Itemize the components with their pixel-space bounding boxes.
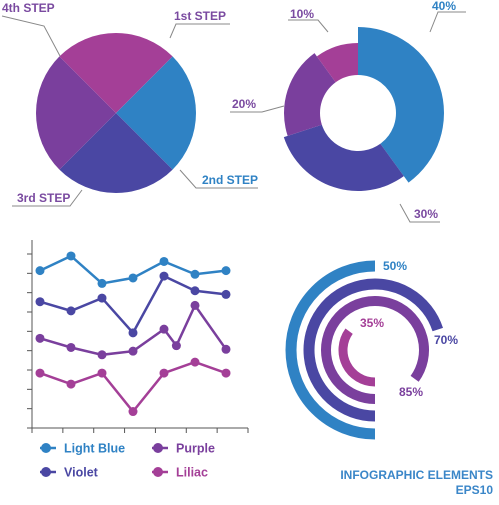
- series-purple: [35, 300, 231, 360]
- donut-label-40: 40%: [432, 0, 456, 13]
- percent-donut-chart: 40% 30% 20% 10%: [230, 0, 466, 223]
- legend-item-light-blue: Light Blue: [40, 442, 125, 456]
- radial-bar-70: [303, 278, 443, 422]
- pie-slice-1st-step: [116, 56, 197, 170]
- pie-label-1st-step: 1st STEP: [174, 9, 226, 23]
- data-point: [159, 368, 169, 378]
- legend-item-liliac: Liliac: [152, 466, 208, 480]
- legend-label-purple: Purple: [176, 442, 215, 456]
- donut-segment-10: [316, 43, 358, 83]
- donut-segment-30: [283, 124, 404, 192]
- series-liliac: [35, 357, 231, 417]
- legend-label-violet: Violet: [64, 466, 99, 480]
- leader-line-3rd-step: [12, 189, 83, 207]
- footer-title: INFOGRAPHIC ELEMENTS: [340, 468, 493, 482]
- radial-bar-35: [338, 328, 376, 387]
- donut-label-20: 20%: [232, 97, 256, 111]
- leader-line-40: [429, 11, 466, 33]
- radial-label-85: 85%: [399, 385, 423, 399]
- radial-label-50: 50%: [383, 259, 407, 273]
- legend-label-light-blue: Light Blue: [64, 442, 125, 456]
- series-line-purple: [39, 302, 228, 357]
- data-point: [171, 341, 181, 351]
- radial-bar-85: [321, 296, 429, 404]
- data-point: [97, 293, 107, 303]
- footer-subtitle: EPS10: [455, 483, 493, 497]
- pie-slice-3rd-step: [36, 56, 117, 170]
- donut-segment-20: [284, 53, 336, 136]
- data-point: [66, 379, 76, 389]
- donut-label-30: 30%: [414, 207, 438, 221]
- donut-label-10: 10%: [290, 7, 314, 21]
- pie-slice-4th-step: [59, 33, 173, 113]
- pie-label-3rd-step: 3rd STEP: [17, 191, 70, 205]
- data-point: [97, 278, 107, 288]
- radial-label-70: 70%: [434, 333, 458, 347]
- data-point: [190, 357, 200, 367]
- data-point: [190, 286, 200, 296]
- data-point: [221, 266, 231, 276]
- legend-swatch-dot: [153, 467, 163, 477]
- leader-line-1st-step: [169, 23, 230, 39]
- data-point: [66, 251, 76, 261]
- data-point: [159, 271, 169, 281]
- series-light-blue: [35, 251, 231, 288]
- footer: INFOGRAPHIC ELEMENTS EPS10: [340, 468, 493, 498]
- step-pie-chart: 1st STEP 2nd STEP 3rd STEP 4th STEP: [1, 1, 258, 207]
- leader-line-10: [288, 19, 329, 33]
- data-point: [97, 368, 107, 378]
- pie-label-4th-step: 4th STEP: [2, 1, 55, 15]
- legend-item-purple: Purple: [152, 442, 215, 456]
- radial-bar-chart: 50% 70% 85% 35%: [285, 259, 458, 440]
- data-point: [66, 306, 76, 316]
- legend-label-liliac: Liliac: [176, 466, 208, 480]
- data-point: [35, 368, 45, 378]
- data-point: [221, 289, 231, 299]
- data-point: [97, 350, 107, 360]
- pie-label-2nd-step: 2nd STEP: [202, 173, 258, 187]
- leader-line-2nd-step: [179, 169, 258, 189]
- leader-line-4th-step: [1, 15, 61, 57]
- pie-slice-2nd-step: [59, 113, 173, 193]
- line-chart: Light Blue Purple Violet Liliac: [27, 240, 249, 480]
- legend-swatch-dot: [41, 443, 51, 453]
- radial-bar-50: [285, 260, 376, 440]
- data-point: [159, 256, 169, 266]
- data-point: [35, 333, 45, 343]
- leader-line-20: [230, 105, 285, 113]
- data-point: [128, 328, 138, 338]
- legend-item-violet: Violet: [40, 466, 99, 480]
- data-point: [35, 266, 45, 276]
- data-point: [128, 346, 138, 356]
- legend-swatch-dot: [153, 443, 163, 453]
- data-point: [35, 297, 45, 307]
- data-point: [128, 273, 138, 283]
- data-point: [66, 342, 76, 352]
- series-violet: [35, 271, 231, 338]
- data-point: [190, 269, 200, 279]
- data-point: [190, 300, 200, 310]
- data-point: [128, 407, 138, 417]
- data-point: [221, 368, 231, 378]
- data-point: [159, 324, 169, 334]
- donut-segment-40: [358, 27, 444, 183]
- leader-line-30: [399, 203, 440, 223]
- radial-label-35: 35%: [360, 316, 384, 330]
- data-point: [221, 344, 231, 354]
- legend-swatch-dot: [41, 467, 51, 477]
